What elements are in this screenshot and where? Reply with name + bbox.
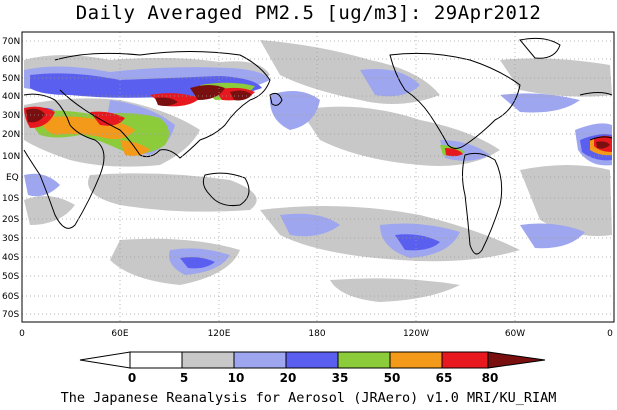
colorbar-swatch xyxy=(285,351,339,369)
lat-tick: 50S xyxy=(2,272,19,282)
colorbar-label: 80 xyxy=(482,371,499,385)
colorbar-label: 50 xyxy=(384,371,401,385)
colorbar-swatch xyxy=(389,351,443,369)
colorbar: 0 5 10 20 35 50 65 80 xyxy=(79,351,546,385)
lon-axis: 0 60E 120E 180 120W 60W 0 xyxy=(19,329,613,339)
colorbar-under-arrow xyxy=(79,351,131,369)
map-title: Daily Averaged PM2.5 [ug/m3]: 29Apr2012 xyxy=(75,2,542,24)
lon-tick: 0 xyxy=(607,329,613,339)
colorbar-label: 35 xyxy=(332,371,349,385)
lon-tick: 180 xyxy=(308,329,325,339)
colorbar-swatch xyxy=(181,351,235,369)
lon-tick: 120E xyxy=(208,329,231,339)
lat-tick: 30N xyxy=(2,111,20,121)
lon-tick: 120W xyxy=(403,329,429,339)
lat-tick: 70S xyxy=(2,310,19,320)
lat-tick: 10N xyxy=(2,152,20,162)
lon-tick: 60W xyxy=(505,329,525,339)
colorbar-swatch xyxy=(129,351,183,369)
graticule xyxy=(22,32,614,322)
colorbar-swatch xyxy=(441,351,489,369)
lat-tick: 10S xyxy=(2,194,19,204)
colorbar-label: 20 xyxy=(280,371,297,385)
lat-tick: 30S xyxy=(2,234,19,244)
lon-tick: 0 xyxy=(19,329,25,339)
colorbar-label: 0 xyxy=(128,371,136,385)
lat-tick: 40N xyxy=(2,92,20,102)
lat-tick: 20N xyxy=(2,130,20,140)
colorbar-swatch xyxy=(337,351,391,369)
lat-tick: 60N xyxy=(2,55,20,65)
colorbar-swatch xyxy=(233,351,287,369)
lat-tick: 60S xyxy=(2,292,19,302)
colorbar-over-arrow xyxy=(487,351,546,369)
pm25-fields xyxy=(24,40,612,302)
lon-tick: 60E xyxy=(111,329,128,339)
lat-tick: EQ xyxy=(6,173,19,183)
lat-tick: 50N xyxy=(2,74,20,84)
lat-tick: 40S xyxy=(2,253,19,263)
colorbar-label: 5 xyxy=(180,371,188,385)
colorbar-label: 10 xyxy=(228,371,245,385)
lat-tick: 20S xyxy=(2,215,19,225)
lat-axis: 70N 60N 50N 40N 30N 20N 10N EQ 10S 20S 3… xyxy=(2,37,20,320)
credit-line: The Japanese Reanalysis for Aerosol (JRA… xyxy=(60,390,557,406)
lat-tick: 70N xyxy=(2,37,20,47)
colorbar-label: 65 xyxy=(436,371,453,385)
coastlines xyxy=(23,37,613,255)
map-frame xyxy=(21,31,615,323)
